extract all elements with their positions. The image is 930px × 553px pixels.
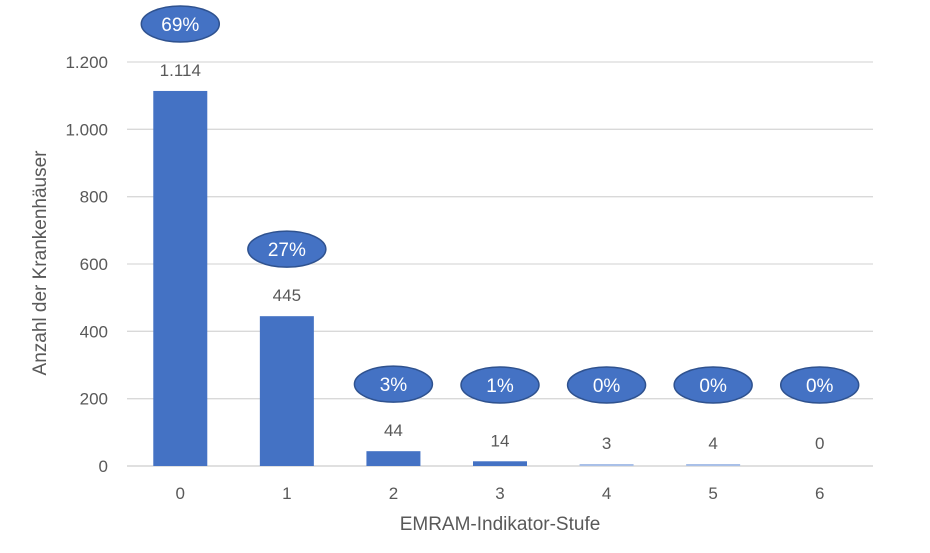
y-tick-label: 1.200 xyxy=(65,53,108,72)
percent-label: 69% xyxy=(161,15,199,36)
bar xyxy=(259,316,314,466)
percent-label: 27% xyxy=(268,240,306,261)
y-tick-label: 0 xyxy=(99,457,108,476)
percent-ellipse xyxy=(566,366,647,404)
x-tick-label: 4 xyxy=(602,484,611,503)
y-tick-label: 1.000 xyxy=(65,120,108,139)
y-tick-label: 800 xyxy=(80,188,108,207)
y-tick-label: 200 xyxy=(80,390,108,409)
percent-ellipse xyxy=(247,230,327,268)
data-label: 14 xyxy=(491,431,510,450)
percent-label: 0% xyxy=(593,376,621,397)
x-tick-label: 3 xyxy=(495,484,504,503)
data-label: 0 xyxy=(815,434,824,453)
x-tick-label: 2 xyxy=(389,484,398,503)
bar xyxy=(366,451,421,466)
percent-label: 0% xyxy=(699,376,727,397)
data-label: 1.114 xyxy=(160,61,201,80)
x-axis-ticks: 0 1 2 3 4 5 6 xyxy=(176,484,825,503)
percent-ellipse xyxy=(460,366,540,404)
y-tick-label: 400 xyxy=(80,322,108,341)
gridlines xyxy=(127,61,873,467)
bar xyxy=(153,90,208,466)
bars xyxy=(153,90,741,466)
x-tick-label: 6 xyxy=(815,484,824,503)
percent-label: 0% xyxy=(806,376,834,397)
data-label: 445 xyxy=(273,286,301,305)
x-tick-label: 1 xyxy=(282,484,291,503)
data-labels: 1.114 445 44 14 3 4 0 xyxy=(160,61,825,453)
y-tick-label: 600 xyxy=(80,255,108,274)
x-tick-label: 0 xyxy=(176,484,185,503)
data-label: 3 xyxy=(602,434,611,453)
data-label: 4 xyxy=(708,434,717,453)
percent-ellipse xyxy=(779,366,860,404)
bar xyxy=(473,461,527,466)
bar xyxy=(579,464,634,466)
percent-ellipse xyxy=(673,366,753,404)
percent-ellipse xyxy=(353,365,434,403)
percent-label: 3% xyxy=(380,375,408,396)
percent-annotations: 69% 27% 3% 1% 0% 0% 0% xyxy=(140,5,860,404)
y-axis-title: Anzahl der Krankenhäuser xyxy=(30,150,51,376)
x-axis-title: EMRAM-Indikator-Stufe xyxy=(400,514,601,535)
percent-ellipse xyxy=(140,5,221,43)
data-label: 44 xyxy=(384,421,403,440)
x-tick-label: 5 xyxy=(708,484,717,503)
bar xyxy=(686,464,741,466)
y-axis-ticks: 0 200 400 600 800 1.000 1.200 xyxy=(65,53,108,476)
percent-label: 1% xyxy=(486,376,514,397)
